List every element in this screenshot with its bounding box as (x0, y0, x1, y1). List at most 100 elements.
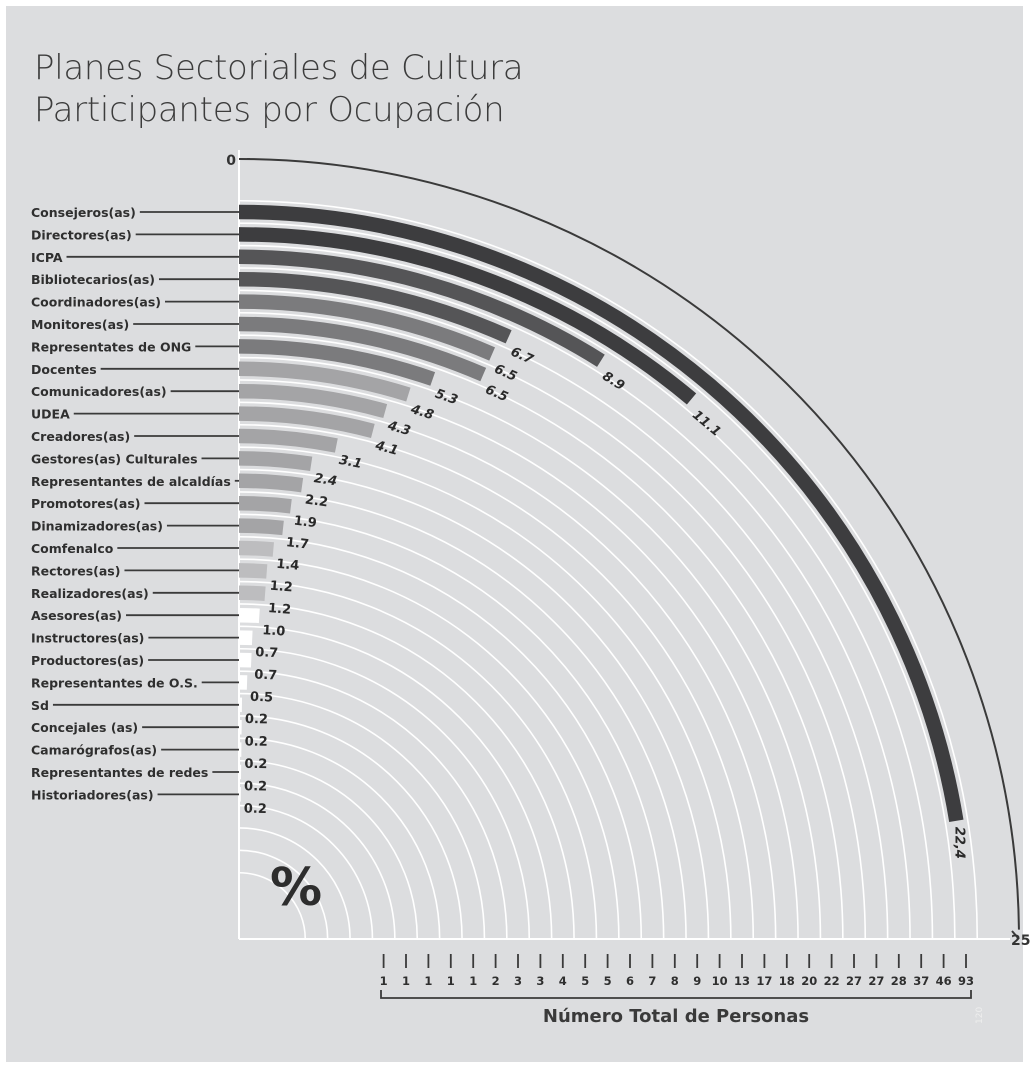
scale-arc (238, 158, 1020, 930)
count-tick-label: 13 (734, 974, 750, 988)
category-label: Sd (31, 698, 49, 713)
value-label: 0.2 (244, 779, 267, 794)
value-label: 0.2 (244, 802, 267, 817)
value-label: 6.5 (492, 362, 519, 385)
count-tick-label: 27 (868, 974, 884, 988)
guide-ring (238, 715, 463, 940)
bar-11 (238, 428, 338, 453)
bar-6 (238, 316, 487, 382)
count-tick-label: 5 (581, 974, 589, 988)
count-tick-label: 17 (756, 974, 772, 988)
bar-3 (238, 249, 605, 367)
value-label: 5.3 (433, 387, 460, 409)
scale-start-label: 0 (226, 153, 236, 169)
x-axis-title: Número Total de Personas (542, 1006, 810, 1027)
category-label: Realizadores(as) (31, 586, 149, 601)
guide-ring (238, 580, 598, 940)
value-label: 4.8 (408, 402, 435, 423)
guide-ring (238, 558, 620, 940)
category-label: Bibliotecarios(as) (31, 272, 155, 287)
count-tick-label: 10 (712, 974, 728, 988)
count-tick-label: 1 (424, 974, 432, 988)
guide-ring (238, 334, 844, 940)
count-tick-label: 1 (447, 974, 455, 988)
value-label: 6.5 (483, 382, 510, 405)
category-label: Coordinadores(as) (31, 295, 161, 310)
count-tick-label: 5 (604, 974, 612, 988)
value-label: 1.9 (293, 514, 318, 532)
count-tick-label: 22 (824, 974, 840, 988)
bar-4 (238, 271, 512, 344)
count-tick-label: 28 (891, 974, 907, 988)
category-label: Monitores(as) (31, 317, 129, 332)
scale-end-tick (1011, 930, 1020, 940)
guide-ring (238, 199, 979, 940)
bar-8 (238, 361, 411, 402)
guide-ring (238, 759, 419, 940)
category-label: Representantes de alcaldías (31, 474, 231, 489)
guide-ring (238, 379, 799, 940)
category-label: Asesores(as) (31, 608, 122, 623)
category-label: Camarógrafos(as) (31, 743, 157, 758)
category-label: Representantes de redes (31, 765, 208, 780)
value-label: 3.1 (338, 453, 364, 472)
value-label: 6.7 (508, 345, 536, 368)
guide-ring (238, 468, 710, 940)
guide-ring (238, 356, 822, 940)
guide-ring (238, 782, 396, 940)
bar-19 (238, 607, 260, 624)
count-tick-label: 8 (671, 974, 679, 988)
guide-ring (238, 804, 374, 940)
category-label: Representantes de O.S. (31, 675, 198, 690)
category-label: Productores(as) (31, 653, 144, 668)
value-label: 22,4 (951, 827, 966, 859)
value-label: 1.4 (276, 557, 300, 574)
value-label: 1.2 (267, 601, 291, 618)
category-label: Representates de ONG (31, 339, 191, 354)
guide-ring (238, 737, 441, 940)
count-axis-bracket (380, 990, 972, 999)
value-label: 4.3 (385, 418, 412, 439)
count-tick-label: 2 (492, 974, 500, 988)
chart-title-line-1: Planes Sectoriales de Cultura (34, 48, 524, 88)
bar-1 (238, 204, 964, 822)
category-label: Dinamizadores(as) (31, 519, 163, 534)
guide-ring (238, 289, 889, 940)
guide-ring (238, 670, 508, 940)
chart-title-line-2: Participantes por Ocupación (34, 90, 505, 130)
guide-ring (238, 535, 643, 940)
category-label: Directores(as) (31, 227, 132, 242)
scale-end-label: 25 (1011, 933, 1030, 949)
count-tick-label: 3 (536, 974, 544, 988)
bar-5 (238, 294, 496, 361)
guide-ring (238, 423, 755, 940)
value-label: 1.0 (262, 623, 286, 639)
category-label: Promotores(as) (31, 496, 140, 511)
chart-panel (6, 6, 1023, 1062)
bar-16 (238, 540, 274, 557)
bar-13 (238, 473, 304, 493)
count-tick-label: 93 (958, 974, 974, 988)
bar-17 (238, 563, 268, 579)
guide-ring (238, 513, 665, 940)
category-label: Instructores(as) (31, 631, 144, 646)
guide-ring (238, 647, 531, 940)
count-tick-label: 46 (936, 974, 952, 988)
guide-ring (238, 311, 867, 940)
count-tick-label: 18 (779, 974, 795, 988)
guide-ring (238, 603, 575, 940)
guide-ring (238, 692, 486, 940)
value-label: 0.7 (254, 668, 278, 684)
value-label: 0.5 (250, 690, 273, 706)
category-label: Creadores(as) (31, 429, 130, 444)
guide-ring (238, 222, 956, 940)
guide-ring (238, 267, 911, 940)
category-label: Consejeros(as) (31, 205, 136, 220)
count-tick-label: 1 (380, 974, 388, 988)
value-label: 1.2 (269, 579, 293, 596)
guide-ring (238, 871, 307, 940)
value-label: 0.2 (245, 712, 268, 727)
percent-symbol: % (270, 858, 323, 918)
value-label: 0.2 (245, 734, 268, 749)
